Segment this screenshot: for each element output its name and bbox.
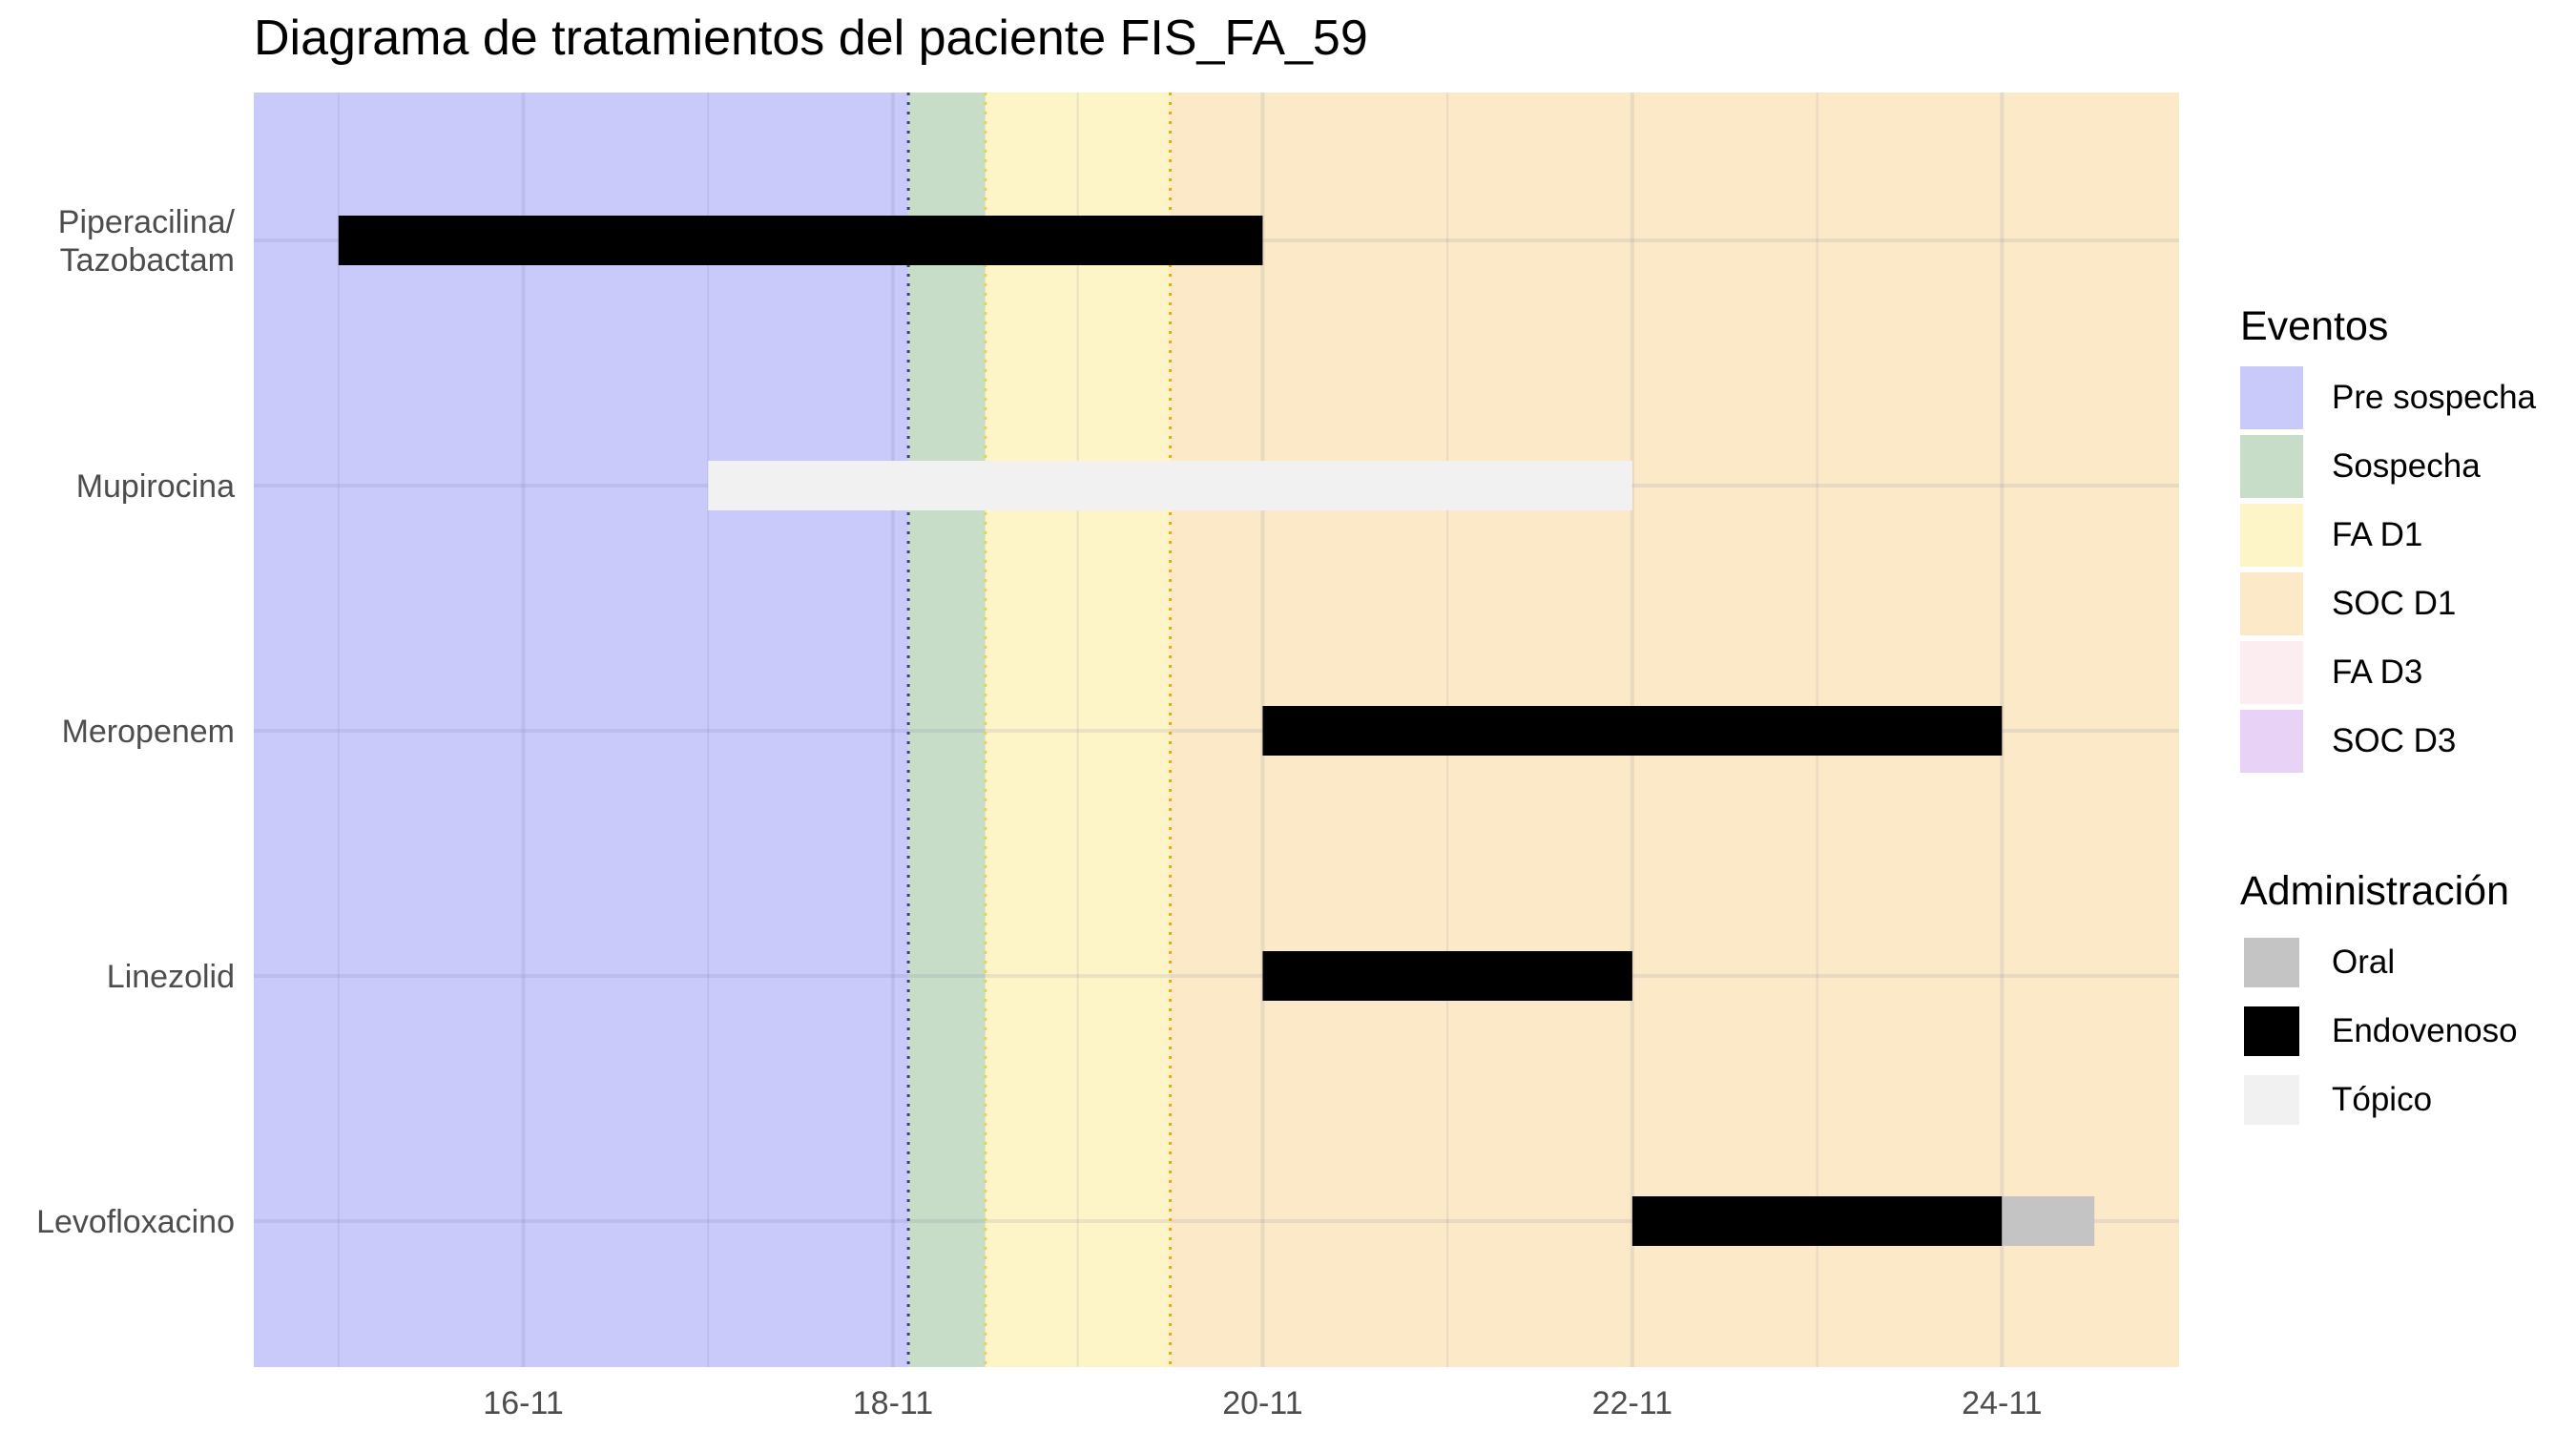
y-tick-label-line: Tazobactam bbox=[60, 242, 235, 279]
treatment-bar bbox=[708, 461, 1632, 510]
chart-title: Diagrama de tratamientos del paciente FI… bbox=[254, 10, 1368, 66]
event-legend-item: SOC D1 bbox=[2240, 570, 2536, 638]
events-legend-title: Eventos bbox=[2240, 303, 2389, 349]
event-legend-item: Sospecha bbox=[2240, 432, 2536, 501]
event-legend-swatch bbox=[2240, 435, 2303, 498]
treatment-bar bbox=[1262, 706, 2003, 756]
events-legend: Eventos Pre sospecha Sospecha FA D1 SOC D1 F… bbox=[2240, 303, 2536, 776]
event-legend-item: Pre sospecha bbox=[2240, 363, 2536, 432]
x-tick-label: 18-11 bbox=[853, 1385, 933, 1421]
y-tick-label: Piperacilina/Tazobactam bbox=[58, 204, 236, 279]
phase-band-pre-sospecha bbox=[254, 93, 909, 1367]
event-legend-label: Sospecha bbox=[2332, 447, 2481, 485]
treatment-bar bbox=[1262, 951, 1632, 1001]
x-tick-label: 22-11 bbox=[1592, 1385, 1672, 1421]
event-legend-swatch bbox=[2240, 504, 2303, 567]
phase-band-fa-d1 bbox=[985, 93, 1171, 1367]
event-legend-swatch bbox=[2240, 710, 2303, 773]
y-tick-label-line: Levofloxacino bbox=[36, 1204, 235, 1240]
route-legend-swatch bbox=[2244, 1006, 2299, 1056]
route-legend-label: Oral bbox=[2332, 944, 2396, 981]
event-legend-swatch bbox=[2240, 366, 2303, 429]
y-tick-label: Linezolid bbox=[107, 959, 235, 995]
x-tick-label: 20-11 bbox=[1222, 1385, 1302, 1421]
y-tick-label-line: Mupirocina bbox=[76, 468, 235, 505]
event-legend-label: Pre sospecha bbox=[2332, 379, 2537, 416]
route-legend-label: Endovenoso bbox=[2332, 1012, 2518, 1049]
route-legend-swatch bbox=[2244, 938, 2299, 987]
event-legend-label: SOC D1 bbox=[2332, 585, 2457, 622]
y-tick-label-line: Linezolid bbox=[107, 959, 235, 995]
event-legend-label: SOC D3 bbox=[2332, 722, 2457, 759]
x-tick-label: 16-11 bbox=[483, 1385, 563, 1421]
events-legend-items: Pre sospecha Sospecha FA D1 SOC D1 FA D3 SOC … bbox=[2240, 363, 2536, 776]
event-legend-swatch bbox=[2240, 641, 2303, 704]
y-tick-label-line: Meropenem bbox=[62, 714, 235, 750]
event-legend-item: FA D1 bbox=[2240, 501, 2536, 570]
y-tick-label-line: Piperacilina/ bbox=[58, 204, 236, 240]
y-tick-label: Levofloxacino bbox=[36, 1204, 235, 1240]
y-tick-label: Mupirocina bbox=[76, 468, 235, 505]
event-legend-item: SOC D3 bbox=[2240, 707, 2536, 776]
treatment-bar bbox=[338, 216, 1263, 265]
route-legend-item: Oral bbox=[2240, 928, 2518, 997]
x-tick-label: 24-11 bbox=[1962, 1385, 2042, 1421]
route-legend-item: Tópico bbox=[2240, 1066, 2518, 1134]
phase-band-sospecha bbox=[908, 93, 986, 1367]
event-legend-label: FA D3 bbox=[2332, 653, 2423, 691]
event-legend-label: FA D1 bbox=[2332, 516, 2423, 553]
routes-legend: Administración Oral Endovenoso Tópico bbox=[2240, 868, 2518, 1134]
event-legend-swatch bbox=[2240, 572, 2303, 635]
route-legend-swatch bbox=[2244, 1075, 2299, 1125]
routes-legend-items: Oral Endovenoso Tópico bbox=[2240, 928, 2518, 1134]
event-legend-item: FA D3 bbox=[2240, 638, 2536, 707]
route-legend-item: Endovenoso bbox=[2240, 997, 2518, 1066]
y-tick-label: Meropenem bbox=[62, 714, 235, 750]
routes-legend-title: Administración bbox=[2240, 868, 2509, 914]
treatment-bar bbox=[1631, 1196, 2003, 1246]
treatment-bar bbox=[2002, 1196, 2095, 1246]
route-legend-label: Tópico bbox=[2332, 1081, 2433, 1118]
